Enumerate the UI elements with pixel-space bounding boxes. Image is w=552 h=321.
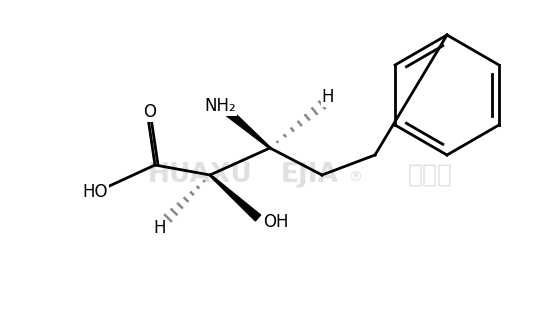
Text: O: O: [144, 103, 157, 121]
Polygon shape: [225, 109, 270, 149]
Text: HO: HO: [82, 183, 108, 201]
Polygon shape: [210, 174, 261, 221]
Text: HUAXU: HUAXU: [147, 162, 252, 188]
Text: H: H: [322, 88, 335, 106]
Text: 化学加: 化学加: [407, 163, 453, 187]
Text: ®: ®: [348, 171, 362, 185]
Text: OH: OH: [263, 213, 289, 231]
Text: NH₂: NH₂: [204, 97, 236, 115]
Text: H: H: [154, 219, 166, 237]
Text: EJIA: EJIA: [281, 162, 339, 188]
